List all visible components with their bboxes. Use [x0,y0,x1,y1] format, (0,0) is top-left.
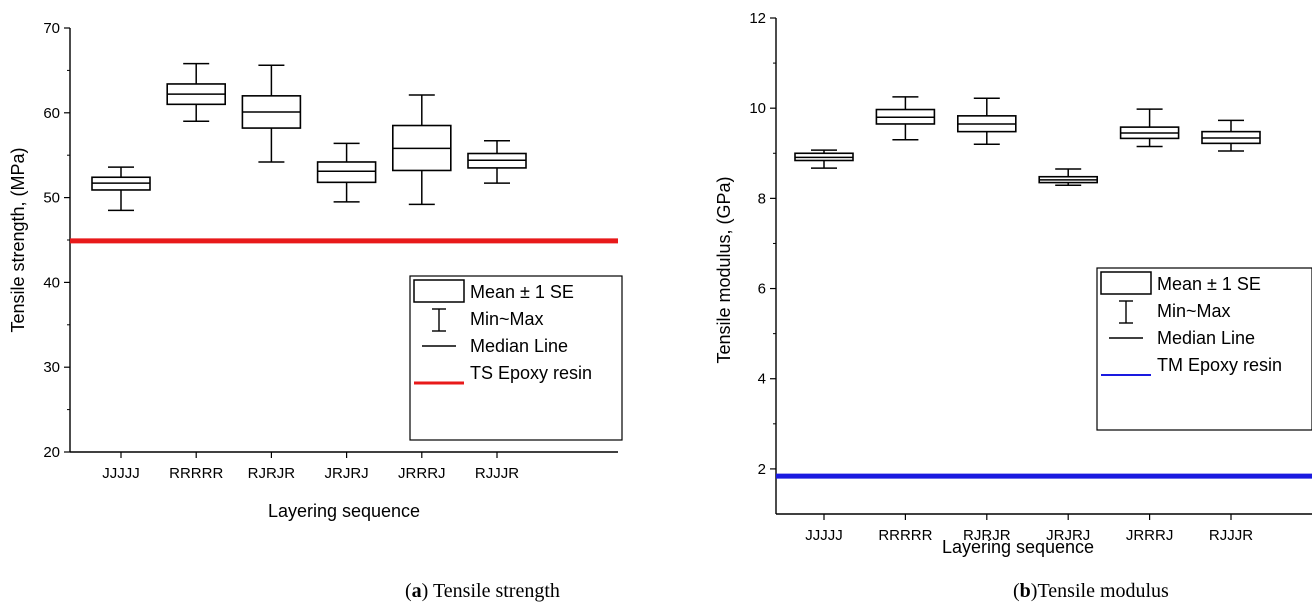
legend-whisker-label: Min~Max [470,309,544,329]
x-tick-label: RJRJR [248,465,296,482]
box-RJRJR [956,97,1017,146]
y-tick-label: 2 [758,461,766,478]
box-JJJJJ [794,149,854,169]
box-RJRJR [241,64,302,163]
chart-tensile-modulus: 2 4 6 8 10 12 JJJJJ RRRRR RJRJR JRJRJ JRRRJ RJJJR La… [714,10,1312,557]
y-tick-label: 40 [43,274,60,291]
x-tick-label: JRJRJ [1046,527,1090,544]
x-axis-label: Layering sequence [942,537,1094,557]
caption-a: (a) Tensile strength [405,580,560,602]
y-axis-label: Tensile strength, (MPa) [8,147,28,332]
se-box [316,161,377,184]
x-tick-label: JRRRJ [1126,527,1174,544]
y-tick-label: 6 [758,281,766,298]
box-RRRRR [166,62,226,123]
caption-b: (b)Tensile modulus [1013,580,1169,602]
legend: Mean ± 1 SE Min~Max Median Line TM Epoxy re… [1096,267,1312,431]
x-tick-label: JJJJJ [805,527,843,544]
legend-whisker-label: Min~Max [1157,301,1231,321]
y-tick-label: 20 [43,444,60,461]
x-tick-label: JRRRJ [398,465,446,482]
caption-a-letter: a [411,580,422,602]
x-tick-label: JJJJJ [102,465,140,482]
box-RJJJR [1201,119,1261,152]
chart-tensile-strength: 20 30 40 50 60 70 JJJJJ RRRRR RJRJR JRJRJ JRRRJ RJJ… [8,20,623,521]
caption-b-letter: b [1019,580,1031,602]
legend-reference-label: TS Epoxy resin [470,363,592,383]
x-tick-label: RJJJR [1209,527,1253,544]
x-tick-label: RJRJR [963,527,1011,544]
legend-box-swatch [413,279,465,303]
legend-median-label: Median Line [470,336,568,356]
caption-b-text: Tensile modulus [1037,580,1169,602]
box-JRJRJ [1038,168,1098,187]
x-tick-label: RJJJR [475,465,519,482]
y-tick-label: 70 [43,20,60,37]
legend-box-swatch [1100,271,1152,295]
x-tick-label: RRRRR [878,527,932,544]
caption-a-text: Tensile strength [428,580,560,602]
box-JRRRJ [391,94,452,206]
legend-frame [409,275,623,441]
x-tick-label: RRRRR [169,465,223,482]
legend: Mean ± 1 SE Min~Max Median Line TS Epoxy re… [409,275,623,441]
y-tick-label: 4 [758,371,766,388]
y-tick-label: 50 [43,190,60,207]
x-tick-label: JRJRJ [325,465,369,482]
legend-box-label: Mean ± 1 SE [1157,274,1261,294]
box-RRRRR [875,96,936,141]
y-axis-label: Tensile modulus, (GPa) [714,176,734,363]
box-RJJJR [467,140,527,184]
y-tick-label: 30 [43,359,60,376]
legend-median-label: Median Line [1157,328,1255,348]
box-JRJRJ [316,142,377,203]
box-JJJJJ [91,166,151,212]
y-tick-label: 10 [749,100,766,117]
legend-reference-label: TM Epoxy resin [1157,355,1282,375]
y-tick-label: 12 [749,10,766,27]
x-axis-label: Layering sequence [268,501,420,521]
legend-frame [1096,267,1312,431]
legend-box-label: Mean ± 1 SE [470,282,574,302]
y-tick-label: 60 [43,105,60,122]
box-JRRRJ [1119,108,1180,148]
y-tick-label: 8 [758,190,766,207]
